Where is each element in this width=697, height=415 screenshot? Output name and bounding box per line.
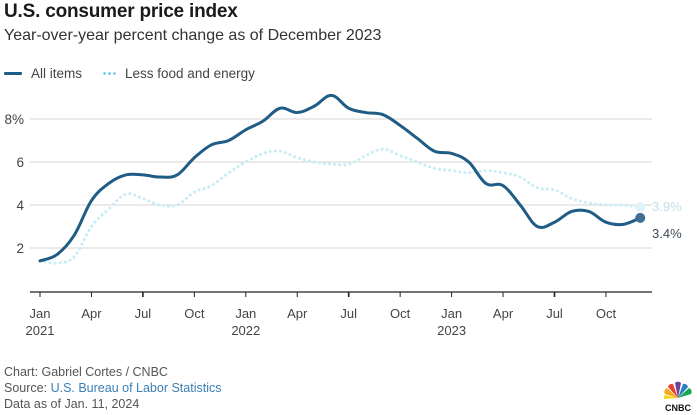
legend-label: All items (31, 66, 83, 81)
x-tick-year-label: 2021 (26, 323, 55, 338)
legend-swatch-solid-line-icon (4, 72, 22, 75)
source-prefix: Source: (4, 381, 51, 395)
y-tick-label: 8% (4, 112, 24, 127)
x-tick-label: Apr (81, 306, 102, 321)
x-tick-label: Jan (30, 306, 51, 321)
x-tick-label: Apr (493, 306, 514, 321)
svg-text:CNBC: CNBC (665, 403, 691, 413)
legend-item-less-food-energy: Less food and energy (102, 66, 255, 81)
end-point-marker (635, 212, 646, 223)
series-line-all-items (38, 93, 642, 263)
x-tick-label: Jan (235, 306, 256, 321)
series-line-less-food-and-energy (38, 147, 642, 265)
x-tick-label: Jul (135, 306, 152, 321)
end-label-all-items: 3.4% (652, 226, 682, 241)
legend: All items Less food and energy (4, 66, 275, 81)
x-tick-label: Oct (596, 306, 617, 321)
data-date-note: Data as of Jan. 11, 2024 (4, 397, 140, 411)
footer: Chart: Gabriel Cortes / CNBC Source: U.S… (4, 364, 221, 412)
end-point-marker (635, 202, 646, 213)
x-tick-label: Apr (287, 306, 308, 321)
y-tick-label: 6 (16, 155, 24, 170)
x-tick-label: Jul (340, 306, 357, 321)
legend-swatch-dotted-line-icon (102, 72, 117, 75)
x-tick-label: Jan (441, 306, 462, 321)
end-label-less-food-and-energy: 3.9% (652, 199, 682, 214)
x-tick-year-label: 2023 (437, 323, 466, 338)
cnbc-peacock-logo-icon: CNBC (663, 381, 692, 413)
legend-item-all-items: All items (4, 66, 82, 81)
gridlines (30, 118, 652, 249)
end-labels: 3.9% 3.4% (652, 199, 682, 241)
chart-credit: Chart: Gabriel Cortes / CNBC (4, 365, 168, 379)
source-line: Source: U.S. Bureau of Labor Statistics (4, 380, 221, 396)
y-tick-label: 4 (16, 198, 24, 213)
chart-subtitle: Year-over-year percent change as of Dece… (4, 27, 382, 44)
x-tick-label: Oct (390, 306, 411, 321)
chart-title: U.S. consumer price index (4, 1, 238, 22)
x-tick-year-label: 2022 (231, 323, 260, 338)
series-lines (38, 93, 646, 265)
y-axis-tick-labels: 2 4 6 8% (4, 112, 24, 256)
x-axis: Jan 2021 Apr Jul Oct Jan 2022 Apr Jul Oct Jan 2023 A… (26, 291, 652, 338)
x-tick-label: Oct (184, 306, 205, 321)
legend-label: Less food and energy (125, 66, 255, 81)
x-tick-label: Jul (546, 306, 563, 321)
y-tick-label: 2 (16, 241, 24, 256)
source-link[interactable]: U.S. Bureau of Labor Statistics (50, 381, 222, 395)
